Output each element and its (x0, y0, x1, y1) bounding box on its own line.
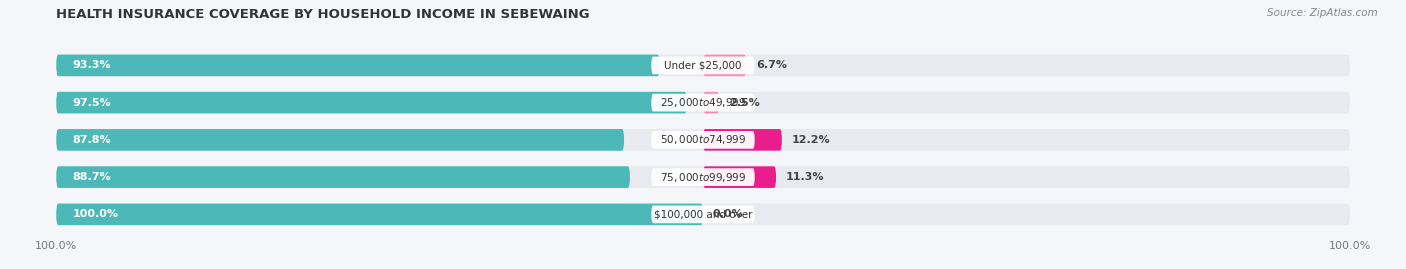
FancyBboxPatch shape (651, 94, 755, 111)
FancyBboxPatch shape (56, 166, 1350, 188)
Text: HEALTH INSURANCE COVERAGE BY HOUSEHOLD INCOME IN SEBEWAING: HEALTH INSURANCE COVERAGE BY HOUSEHOLD I… (56, 8, 591, 21)
FancyBboxPatch shape (56, 92, 1350, 114)
Text: 88.7%: 88.7% (73, 172, 111, 182)
Text: 87.8%: 87.8% (73, 135, 111, 145)
Text: $100,000 and over: $100,000 and over (654, 209, 752, 220)
Text: 100.0%: 100.0% (73, 209, 118, 220)
FancyBboxPatch shape (56, 204, 703, 225)
FancyBboxPatch shape (56, 55, 1350, 76)
Text: $75,000 to $99,999: $75,000 to $99,999 (659, 171, 747, 184)
FancyBboxPatch shape (651, 56, 755, 74)
Text: 6.7%: 6.7% (756, 60, 787, 70)
FancyBboxPatch shape (703, 55, 747, 76)
Text: $25,000 to $49,999: $25,000 to $49,999 (659, 96, 747, 109)
Text: 97.5%: 97.5% (73, 98, 111, 108)
FancyBboxPatch shape (56, 129, 624, 151)
Text: 12.2%: 12.2% (792, 135, 830, 145)
Text: Under $25,000: Under $25,000 (664, 60, 742, 70)
FancyBboxPatch shape (56, 204, 1350, 225)
FancyBboxPatch shape (703, 129, 782, 151)
Text: 2.5%: 2.5% (728, 98, 759, 108)
Text: Source: ZipAtlas.com: Source: ZipAtlas.com (1267, 8, 1378, 18)
FancyBboxPatch shape (56, 92, 688, 114)
FancyBboxPatch shape (56, 166, 630, 188)
FancyBboxPatch shape (651, 168, 755, 186)
FancyBboxPatch shape (651, 206, 755, 223)
Text: 93.3%: 93.3% (73, 60, 111, 70)
FancyBboxPatch shape (56, 55, 659, 76)
Text: 11.3%: 11.3% (786, 172, 824, 182)
FancyBboxPatch shape (703, 92, 720, 114)
Text: 0.0%: 0.0% (713, 209, 744, 220)
Text: $50,000 to $74,999: $50,000 to $74,999 (659, 133, 747, 146)
FancyBboxPatch shape (56, 129, 1350, 151)
FancyBboxPatch shape (651, 131, 755, 149)
FancyBboxPatch shape (703, 166, 776, 188)
